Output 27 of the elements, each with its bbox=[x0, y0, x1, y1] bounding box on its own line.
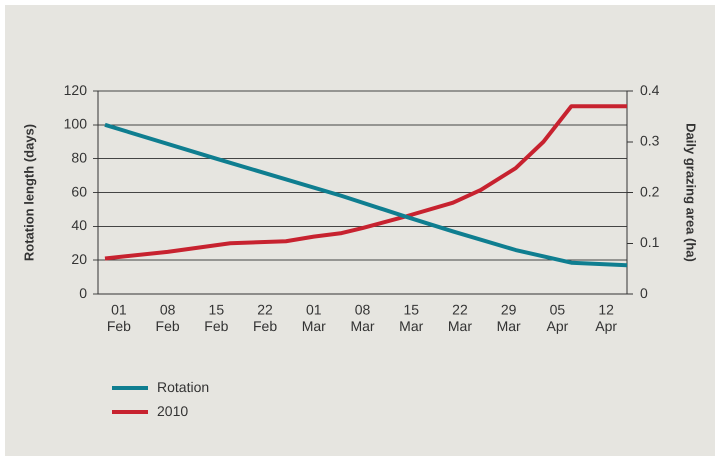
y2-tick-label: 0.4 bbox=[640, 82, 660, 98]
legend-label: 2010 bbox=[157, 402, 188, 419]
x-tick-label: 08 Mar bbox=[350, 301, 375, 334]
x-tick-label: 22 Feb bbox=[252, 301, 278, 334]
y-tick-label: 60 bbox=[71, 183, 88, 200]
y-tick-label: 80 bbox=[71, 150, 88, 166]
y2-tick-label: 0 bbox=[640, 284, 648, 301]
y-tick-label: 0 bbox=[79, 284, 88, 301]
x-tick-label: 08 Feb bbox=[156, 301, 180, 334]
x-tick-label: 05 Apr bbox=[546, 301, 569, 334]
x-tick-label: 15 Mar bbox=[399, 301, 424, 334]
y2-tick-label: 0.1 bbox=[640, 234, 660, 250]
y2-tick-label: 0.2 bbox=[640, 183, 660, 200]
x-tick-label: 15 Feb bbox=[204, 301, 229, 334]
y-tick-label: 100 bbox=[64, 116, 88, 132]
legend-label: Rotation bbox=[157, 378, 210, 395]
x-tick-label: 01 Feb bbox=[106, 301, 132, 334]
y2-axis-title: Daily grazing area (ha) bbox=[684, 123, 699, 262]
y-axis-title: Rotation length (days) bbox=[21, 124, 36, 262]
y2-tick-label: 0.3 bbox=[640, 132, 660, 149]
x-tick-label: 12 Apr bbox=[595, 301, 618, 334]
y-tick-label: 20 bbox=[71, 251, 88, 268]
y-tick-label: 40 bbox=[71, 217, 88, 234]
x-tick-label: 01 Mar bbox=[302, 301, 326, 334]
y-tick-label: 120 bbox=[64, 82, 88, 98]
x-tick-label: 29 Mar bbox=[496, 301, 522, 334]
x-tick-label: 22 Mar bbox=[448, 301, 472, 334]
